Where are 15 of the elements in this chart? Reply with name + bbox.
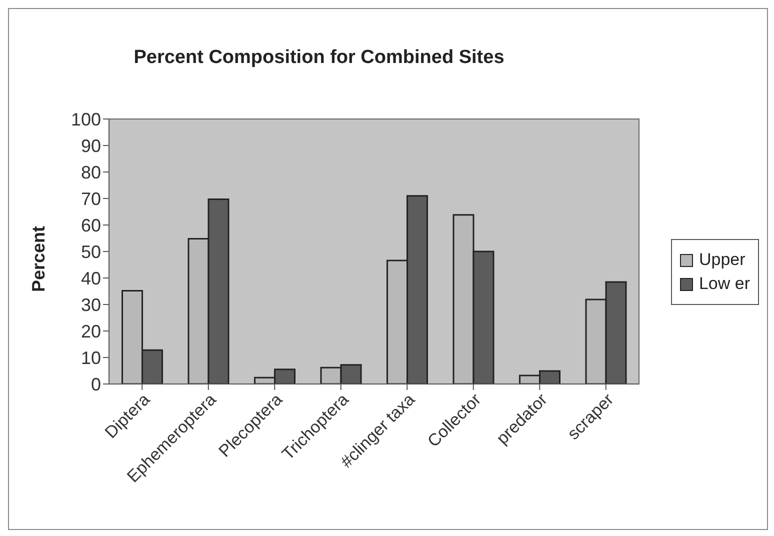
- legend-label: Upper: [698, 250, 746, 270]
- y-tick-label: 60: [80, 215, 101, 236]
- legend-label: Low er: [698, 274, 750, 294]
- y-tick-label: 20: [80, 321, 101, 342]
- y-tick-label: 100: [70, 109, 101, 130]
- y-tick-label: 30: [80, 294, 101, 315]
- y-tick-label: 40: [80, 268, 101, 288]
- y-tick-label: 70: [80, 188, 101, 209]
- y-tick-label: 10: [80, 348, 101, 368]
- y-tick-label: 50: [80, 242, 101, 262]
- y-tick-label: 90: [80, 136, 101, 156]
- y-tick-label: 80: [80, 162, 101, 182]
- y-axis-title: Percent: [28, 226, 50, 292]
- y-tick-label: 0: [90, 374, 101, 394]
- chart-title: Percent Composition for Combined Sites: [132, 47, 506, 69]
